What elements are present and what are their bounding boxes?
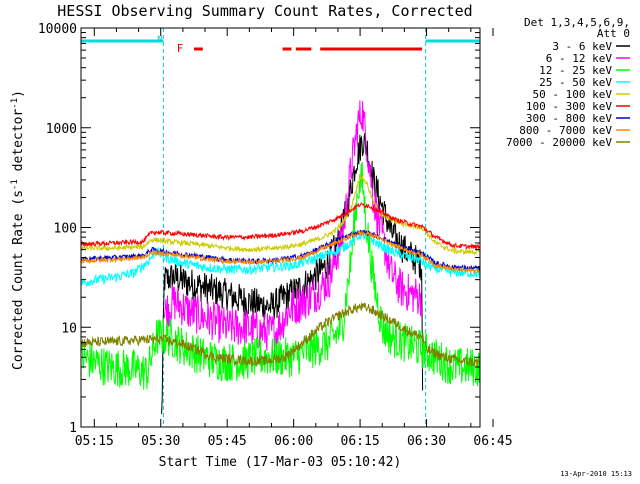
legend-entry-label: 3 - 6 keV	[552, 40, 612, 53]
x-tick-label: 06:15	[341, 434, 380, 449]
legend-entry-label: 7000 - 20000 keV	[506, 136, 612, 149]
series-line-0	[161, 133, 424, 415]
y-axis-label: Corrected Count Rate (s-1 detector-1)	[10, 90, 26, 370]
series-line-1	[163, 100, 423, 353]
legend-entry-label: 300 - 800 keV	[526, 112, 612, 125]
legend-title-line-2: Att 0	[597, 27, 630, 40]
x-tick-label: 06:00	[274, 434, 313, 449]
chart-title: HESSI Observing Summary Count Rates, Cor…	[57, 2, 472, 20]
y-axis-label-sup-2: -1	[10, 98, 20, 109]
y-tick-label: 1000	[46, 122, 77, 137]
legend-entry-label: 50 - 100 keV	[533, 88, 613, 101]
legend-entry-label: 100 - 300 keV	[526, 100, 612, 113]
timestamp: 13-Apr-2010 15:13	[560, 470, 632, 478]
series-layer	[81, 100, 480, 415]
x-tick-label: 06:30	[407, 434, 446, 449]
series-line-7	[81, 230, 480, 275]
y-axis-label-end: )	[11, 90, 26, 98]
y-tick-label: 10000	[38, 22, 77, 37]
legend-entry-label: 12 - 25 keV	[539, 64, 612, 77]
y-axis-label-mid: detector	[11, 109, 26, 180]
legend-title-line-1: Det 1,3,4,5,6,9,	[524, 16, 630, 29]
series-line-5	[81, 202, 480, 251]
y-axis-label-sup-1: -1	[10, 179, 20, 190]
flare-bar-label: F	[177, 42, 184, 55]
y-tick-label: 1	[69, 421, 77, 436]
y-tick-label: 100	[54, 222, 77, 237]
x-tick-label: 06:45	[473, 434, 512, 449]
series-line-2	[81, 161, 480, 390]
annotation-layer	[81, 28, 480, 427]
night-bar-label: N	[157, 35, 162, 45]
legend-entry-label: 6 - 12 keV	[546, 52, 613, 65]
y-axis-label-main: Corrected Count Rate (s	[11, 190, 26, 370]
series-line-3	[81, 230, 480, 288]
legend-entry-label: 800 - 7000 keV	[519, 124, 612, 137]
x-tick-label: 05:30	[141, 434, 180, 449]
x-tick-label: 05:45	[208, 434, 247, 449]
x-axis-label: Start Time (17-Mar-03 05:10:42)	[159, 455, 402, 470]
y-tick-label: 10	[61, 321, 77, 336]
series-line-8	[81, 302, 480, 367]
axis-ticks: 05:15 05:30 05:45 06:00 06:15 06:30 06:45 1 10 10…	[38, 22, 513, 449]
series-line-4	[81, 174, 480, 256]
legend-entry-label: 25 - 50 keV	[539, 76, 612, 89]
x-tick-label: 05:15	[75, 434, 114, 449]
